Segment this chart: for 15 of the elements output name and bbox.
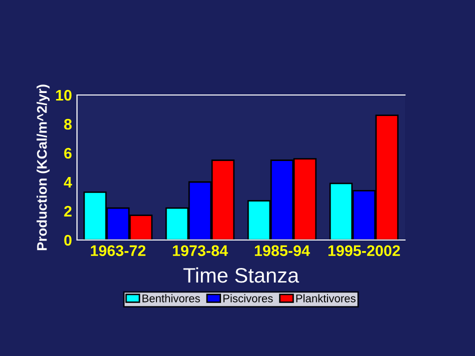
y-tick-label: 4 — [64, 177, 72, 188]
legend-label: Benthivores — [142, 294, 200, 302]
legend-label: Piscivores — [223, 294, 273, 302]
y-tick-label: 0 — [64, 234, 72, 246]
x-tick-label: 1985-94 — [254, 245, 310, 256]
y-tick-label: 8 — [64, 118, 72, 130]
x-tick-label: 1995-2002 — [328, 245, 400, 256]
y-axis-title: Production (KCal/m^2/yr) — [36, 84, 50, 250]
y-tick-label: 10 — [56, 90, 72, 101]
x-tick-label: 1973-84 — [172, 245, 228, 256]
legend-label: Planktivores — [296, 294, 356, 302]
x-axis-title: Time Stanza — [183, 267, 300, 283]
y-tick-label: 6 — [64, 148, 72, 159]
y-tick-label: 2 — [64, 206, 72, 217]
x-tick-label: 1963-72 — [90, 245, 146, 256]
